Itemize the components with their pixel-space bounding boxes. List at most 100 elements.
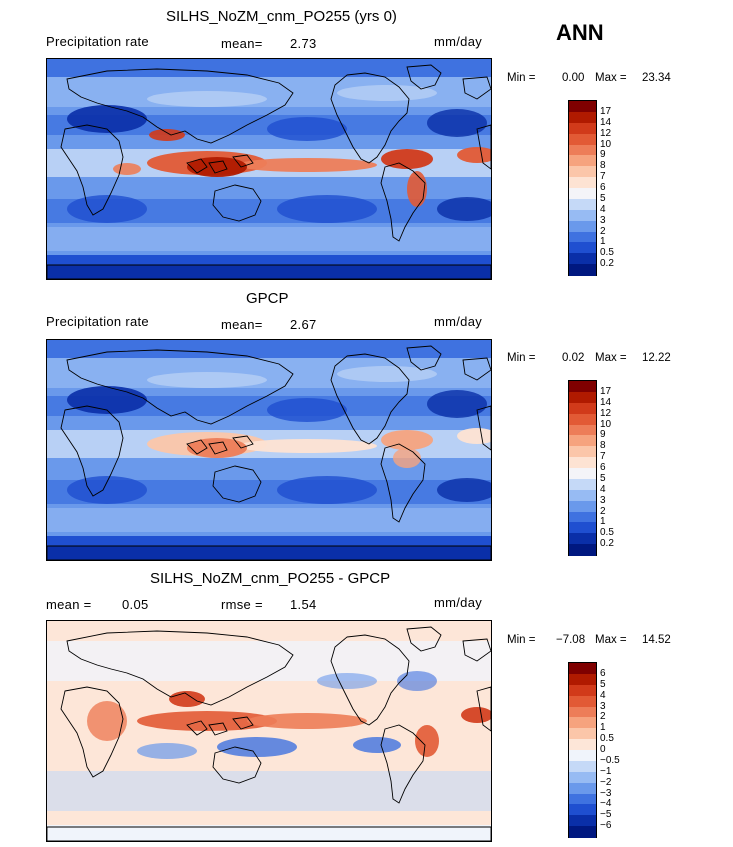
colorbar-swatch — [569, 684, 596, 697]
colorbar-tick-label: 5 — [600, 192, 606, 204]
colorbar-tick-label: 0 — [600, 744, 606, 755]
panel2-min-label: Min = — [507, 352, 536, 364]
colorbar-tick-label: −4 — [600, 798, 612, 810]
colorbar-swatch — [569, 468, 596, 480]
panel2-mean-label: mean= — [221, 317, 263, 332]
colorbar-swatch — [569, 673, 596, 686]
colorbar-swatch — [569, 133, 596, 145]
colorbar-swatch — [569, 793, 596, 805]
colorbar-swatch — [569, 511, 596, 523]
colorbar-tick-label: 2 — [600, 505, 606, 517]
colorbar-swatch — [569, 198, 596, 211]
panel1-max-label: Max = — [595, 72, 627, 84]
panel3-map — [46, 620, 492, 842]
colorbar-swatch — [569, 166, 596, 178]
colorbar-swatch — [569, 155, 596, 167]
panel3-max-label: Max = — [595, 634, 627, 646]
colorbar-swatch — [569, 522, 596, 534]
colorbar-tick-label: 1 — [600, 516, 606, 528]
colorbar-swatch — [569, 533, 596, 545]
panel1-title: SILHS_NoZM_cnm_PO255 (yrs 0) — [166, 8, 397, 25]
colorbar-swatch — [569, 457, 596, 469]
panel2-colorbar: 17 14 12 10 9 8 7 6 5 4 3 2 1 0.5 0.2 — [568, 380, 614, 556]
colorbar-swatch — [569, 782, 596, 794]
panel3-max-value: 14.52 — [642, 634, 671, 646]
colorbar-tick-label: 6 — [600, 182, 606, 193]
colorbar-tick-label: 4 — [600, 483, 606, 495]
colorbar-tick-label: 14 — [600, 396, 612, 408]
colorbar-swatch — [569, 381, 596, 393]
colorbar-swatch — [569, 500, 596, 512]
colorbar-tick-label: 5 — [600, 472, 606, 484]
colorbar-tick-label: 2 — [600, 711, 606, 723]
colorbar-tick-label: −6 — [600, 820, 612, 832]
panel1-map — [46, 58, 492, 280]
colorbar-tick-label: 10 — [600, 138, 612, 150]
colorbar-swatch — [569, 760, 596, 773]
colorbar-swatch — [569, 771, 596, 784]
colorbar-swatch — [569, 717, 596, 729]
colorbar-swatch — [569, 188, 596, 200]
colorbar-tick-label: 17 — [600, 385, 612, 397]
panel1-max-value: 23.34 — [642, 72, 671, 84]
panel3-mean-value: 0.05 — [122, 597, 149, 612]
colorbar-tick-label: 12 — [600, 127, 612, 139]
colorbar-swatch — [569, 544, 596, 556]
colorbar-tick-label: 0.2 — [600, 538, 614, 550]
season-label: ANN — [556, 20, 604, 45]
colorbar-swatch — [569, 101, 596, 113]
colorbar-tick-label: 9 — [600, 149, 606, 161]
colorbar-swatch — [569, 253, 596, 265]
colorbar-swatch — [569, 413, 596, 425]
colorbar-swatch — [569, 826, 596, 838]
colorbar-swatch — [569, 424, 596, 436]
panel1-variable: Precipitation rate — [46, 34, 149, 49]
colorbar-tick-label: 0.5 — [600, 247, 614, 259]
colorbar-swatch — [569, 706, 596, 718]
colorbar-swatch — [569, 122, 596, 135]
panel2-title: GPCP — [246, 290, 289, 307]
colorbar-tick-label: 6 — [600, 462, 606, 473]
colorbar-swatch — [569, 144, 596, 156]
panel2-mean-value: 2.67 — [290, 317, 317, 332]
colorbar-tick-label: 0.2 — [600, 258, 614, 270]
colorbar-tick-label: −0.5 — [600, 754, 620, 766]
colorbar-tick-label: 8 — [600, 440, 606, 452]
colorbar-tick-label: 6 — [600, 667, 606, 679]
colorbar-swatch — [569, 728, 596, 740]
colorbar-tick-label: 8 — [600, 160, 606, 172]
colorbar-tick-label: 1 — [600, 722, 606, 734]
colorbar-tick-label: 3 — [600, 494, 606, 506]
colorbar-tick-label: 9 — [600, 429, 606, 441]
colorbar-tick-label: −5 — [600, 809, 612, 821]
panel3-colorbar: 6 5 4 3 2 1 0.5 0 −0.5 −1 −2 −3 −4 −5 −6 — [568, 662, 620, 838]
colorbar-swatch — [569, 478, 596, 491]
panel1-mean-label: mean= — [221, 36, 263, 51]
colorbar-swatch — [569, 231, 596, 243]
colorbar-tick-label: 2 — [600, 225, 606, 237]
panel2-units: mm/day — [434, 314, 483, 329]
colorbar-swatch — [569, 209, 596, 222]
colorbar-swatch — [569, 446, 596, 458]
panel3-title: SILHS_NoZM_cnm_PO255 - GPCP — [150, 570, 391, 587]
colorbar-tick-label: 0.5 — [600, 733, 614, 745]
colorbar-tick-label: 3 — [600, 700, 606, 712]
panel3-units: mm/day — [434, 595, 483, 610]
colorbar-swatch — [569, 815, 596, 827]
colorbar-swatch — [569, 177, 596, 189]
panel2-max-label: Max = — [595, 352, 627, 364]
panel1-colorbar: 17 14 12 10 9 8 7 6 5 4 3 2 1 0.5 0.2 — [568, 100, 614, 276]
colorbar-swatch — [569, 242, 596, 254]
colorbar-swatch — [569, 264, 596, 276]
colorbar-tick-label: 0.5 — [600, 527, 614, 539]
colorbar-tick-label: −3 — [600, 787, 612, 799]
panel1-min-label: Min = — [507, 72, 536, 84]
colorbar-tick-label: 5 — [600, 678, 606, 690]
panel2-max-value: 12.22 — [642, 352, 671, 364]
colorbar-tick-label: −2 — [600, 776, 612, 788]
colorbar-tick-label: 17 — [600, 105, 612, 117]
panel3-min-label: Min = — [507, 634, 536, 646]
colorbar-swatch — [569, 220, 596, 232]
colorbar-tick-label: 1 — [600, 236, 606, 248]
colorbar-tick-label: 3 — [600, 214, 606, 226]
